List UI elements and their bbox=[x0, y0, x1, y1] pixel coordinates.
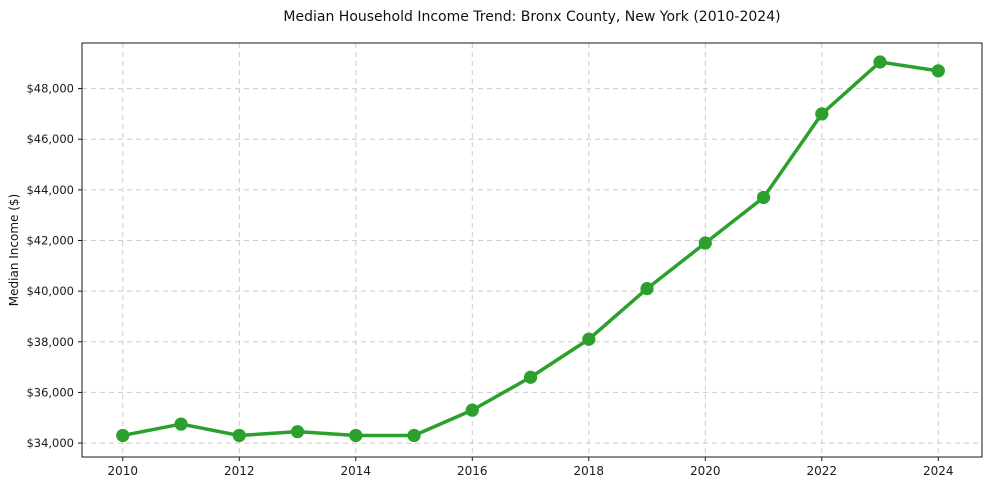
data-point-2014 bbox=[349, 428, 363, 443]
y-tick-label: $36,000 bbox=[26, 385, 74, 399]
plot-background bbox=[82, 43, 982, 457]
y-tick-label: $44,000 bbox=[26, 183, 74, 197]
chart-title: Median Household Income Trend: Bronx Cou… bbox=[283, 9, 781, 25]
x-tick-label: 2024 bbox=[923, 464, 954, 478]
data-point-2021 bbox=[756, 190, 771, 205]
x-tick-label: 2010 bbox=[108, 464, 139, 478]
y-tick-label: $38,000 bbox=[26, 335, 74, 349]
data-point-2022 bbox=[815, 107, 829, 121]
data-point-2018 bbox=[582, 332, 596, 346]
x-tick-label: 2020 bbox=[690, 464, 721, 478]
x-tick-label: 2016 bbox=[457, 464, 488, 478]
y-tick-label: $46,000 bbox=[26, 132, 74, 146]
data-point-2023 bbox=[873, 55, 887, 69]
data-point-2020 bbox=[698, 236, 712, 250]
data-point-2012 bbox=[232, 428, 246, 443]
x-tick-label: 2012 bbox=[224, 464, 255, 478]
axis-border bbox=[81, 42, 983, 458]
data-point-2019 bbox=[640, 282, 654, 296]
y-axis-label: Median Income ($) bbox=[7, 193, 21, 307]
data-point-2016 bbox=[465, 403, 479, 417]
data-point-2013 bbox=[290, 425, 305, 439]
y-tick-label: $48,000 bbox=[26, 82, 74, 96]
data-point-2011 bbox=[174, 417, 188, 431]
data-point-2017 bbox=[523, 370, 538, 384]
x-tick-label: 2014 bbox=[341, 464, 372, 478]
y-tick-label: $34,000 bbox=[26, 436, 74, 450]
y-tick-label: $40,000 bbox=[26, 284, 74, 298]
x-tick-label: 2018 bbox=[574, 464, 605, 478]
x-tick-label: 2022 bbox=[807, 464, 838, 478]
data-point-2024 bbox=[931, 64, 945, 78]
data-point-2010 bbox=[116, 428, 130, 443]
y-tick-label: $42,000 bbox=[26, 234, 74, 248]
data-point-2015 bbox=[407, 428, 421, 443]
